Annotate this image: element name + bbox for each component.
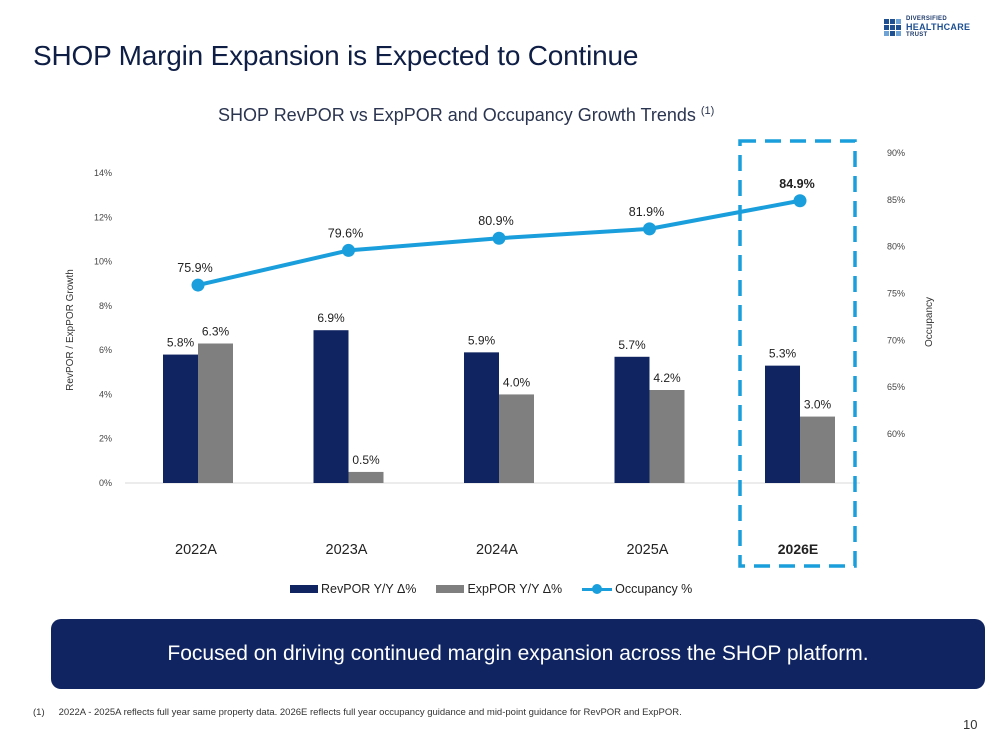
occupancy-line-layer: 75.9% 79.6% 80.9% 81.9% 84.9%: [177, 177, 815, 292]
left-axis-tick-label: 2%: [99, 434, 112, 444]
right-axis: 60% 65% 70% 75% 80% 85% 90%: [887, 148, 905, 439]
revpor-bar: [313, 330, 349, 483]
page-number: 10: [963, 717, 978, 732]
chart-title-footnote-ref: (1): [700, 105, 715, 117]
legend-swatch-revpor: [290, 585, 318, 593]
forecast-highlight-box: [738, 139, 857, 568]
logo-line-3: TRUST: [906, 32, 928, 38]
occupancy-point: [191, 278, 205, 292]
exppor-data-label: 6.3%: [202, 325, 230, 339]
left-axis: 0% 2% 4% 6% 8% 10% 12% 14%: [94, 168, 112, 488]
occupancy-point: [492, 231, 506, 245]
exppor-bar: [800, 416, 835, 483]
revpor-data-label: 5.7%: [618, 338, 646, 352]
category-label: 2025A: [627, 542, 669, 558]
right-axis-label: Occupancy: [924, 297, 935, 347]
occupancy-data-label: 81.9%: [629, 205, 664, 219]
right-axis-tick-label: 90%: [887, 148, 905, 158]
chart-legend: RevPOR Y/Y Δ% ExpPOR Y/Y Δ% Occupancy %: [290, 582, 712, 596]
category-labels-layer: 2022A 2023A 2024A 2025A 2026E: [175, 541, 818, 558]
bars-layer: [163, 330, 835, 483]
logo-line-2: HEALTHCARE: [906, 22, 971, 32]
key-message-text: Focused on driving continued margin expa…: [167, 642, 869, 665]
category-label: 2026E: [778, 541, 818, 557]
legend-label-exppor: ExpPOR Y/Y Δ%: [467, 582, 563, 596]
exppor-data-label: 4.2%: [653, 371, 681, 385]
left-axis-tick-label: 10%: [94, 257, 112, 267]
occupancy-data-label: 75.9%: [177, 261, 212, 275]
legend-swatch-occupancy: [582, 584, 613, 594]
right-axis-tick-label: 75%: [887, 289, 905, 299]
occupancy-data-label: 80.9%: [478, 214, 513, 228]
category-label: 2024A: [476, 542, 518, 558]
legend-label-occupancy: Occupancy %: [615, 582, 693, 596]
revpor-bar: [464, 352, 499, 483]
legend-swatch-exppor: [436, 585, 465, 593]
occupancy-point: [342, 243, 355, 257]
chart-title-text: SHOP RevPOR vs ExpPOR and Occupancy Grow…: [218, 105, 696, 125]
right-axis-tick-label: 80%: [887, 242, 905, 252]
exppor-data-label: 3.0%: [804, 398, 832, 412]
exppor-bar: [198, 343, 233, 483]
logo-wordmark: DIVERSIFIED HEALTHCARE TRUST: [906, 16, 970, 39]
bar-labels-layer: 5.8% 6.9% 5.9% 5.7% 5.3% 6.3% 0.5% 4.0% 4.2% 3.0%: [167, 311, 832, 467]
revpor-data-label: 6.9%: [317, 311, 345, 325]
revpor-bar: [614, 356, 650, 483]
legend-item-exppor: ExpPOR Y/Y Δ%: [436, 582, 562, 596]
footnote-marker: (1): [33, 707, 45, 718]
slide-title: SHOP Margin Expansion is Expected to Con…: [33, 40, 639, 71]
right-axis-tick-label: 70%: [887, 335, 905, 345]
legend-item-revpor: RevPOR Y/Y Δ%: [290, 582, 416, 596]
occupancy-data-label: 79.6%: [328, 226, 363, 240]
left-axis-tick-label: 12%: [94, 212, 112, 222]
left-axis-tick-label: 4%: [99, 389, 112, 399]
legend-label-revpor: RevPOR Y/Y Δ%: [321, 582, 417, 596]
logo-mark-icon: [884, 19, 901, 36]
exppor-data-label: 0.5%: [352, 453, 380, 467]
right-axis-tick-label: 60%: [887, 429, 905, 439]
revpor-data-label: 5.8%: [167, 336, 195, 350]
footnote: (1) 2022A - 2025A reflects full year same…: [33, 707, 682, 718]
logo-line-1: DIVERSIFIED: [906, 16, 947, 22]
chart-title: SHOP RevPOR vs ExpPOR and Occupancy Grow…: [218, 105, 714, 126]
exppor-bar: [348, 471, 384, 483]
exppor-bar: [499, 394, 534, 483]
occupancy-data-label: 84.9%: [779, 177, 814, 191]
exppor-bar: [649, 390, 685, 483]
legend-item-occupancy: Occupancy %: [582, 582, 692, 596]
left-axis-tick-label: 6%: [99, 345, 112, 355]
revpor-data-label: 5.3%: [769, 347, 797, 361]
occupancy-point: [793, 194, 807, 208]
footnote-text: 2022A - 2025A reflects full year same pr…: [58, 707, 682, 718]
left-axis-tick-label: 0%: [99, 478, 112, 488]
revpor-bar: [163, 354, 198, 483]
exppor-data-label: 4.0%: [503, 375, 531, 389]
category-label: 2022A: [175, 542, 217, 558]
revpor-bar: [765, 365, 800, 483]
combo-chart: 0% 2% 4% 6% 8% 10% 12% 14% 60% 65% 70% 75% 80% 85% 90…: [65, 139, 935, 568]
category-label: 2023A: [326, 542, 368, 558]
key-message-banner: Focused on driving continued margin expa…: [51, 619, 985, 689]
occupancy-point: [643, 222, 656, 236]
left-axis-label: RevPOR / ExpPOR Growth: [65, 269, 76, 391]
company-logo: DIVERSIFIED HEALTHCARE TRUST: [884, 16, 970, 39]
revpor-data-label: 5.9%: [468, 333, 496, 347]
right-axis-tick-label: 85%: [887, 195, 905, 205]
right-axis-tick-label: 65%: [887, 382, 905, 392]
left-axis-tick-label: 8%: [99, 301, 112, 311]
left-axis-tick-label: 14%: [94, 168, 112, 178]
